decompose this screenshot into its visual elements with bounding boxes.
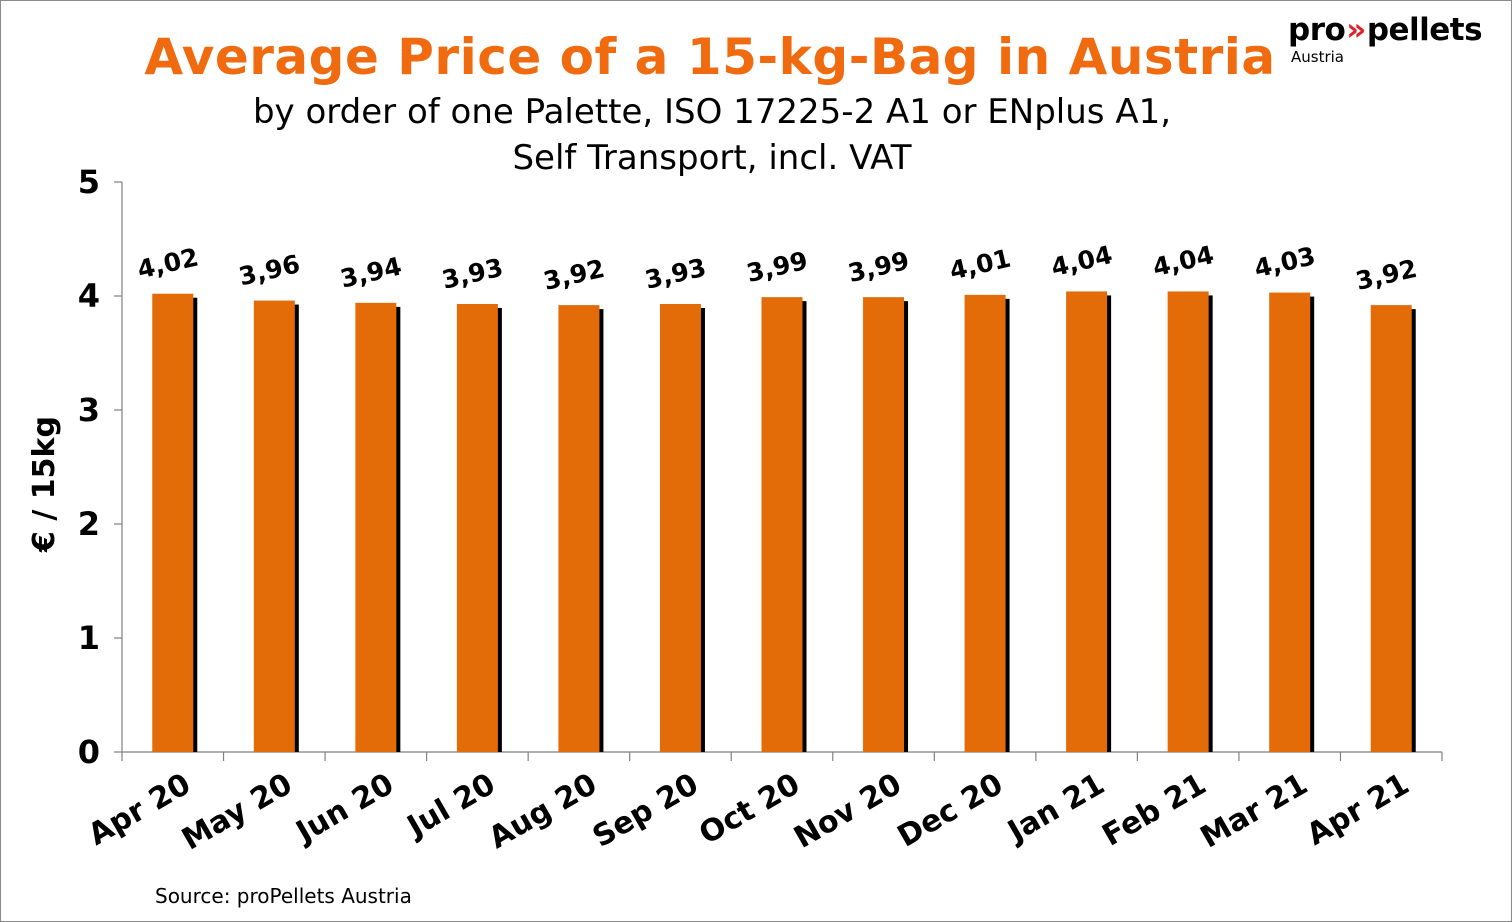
x-tick-label: Jun 20	[289, 767, 400, 851]
logo-wordmark: pro»pellets	[1288, 12, 1483, 48]
logo-pro: pro	[1288, 12, 1346, 48]
bar-jun-20	[355, 302, 397, 752]
x-tick-label: Sep 20	[587, 767, 705, 855]
y-tick-label: 1	[78, 619, 100, 657]
data-label: 3,93	[642, 253, 709, 295]
data-label: 3,96	[236, 249, 303, 291]
data-label: 4,01	[947, 244, 1014, 286]
bar-oct-20	[761, 297, 803, 752]
y-axis-title: € / 15kg	[27, 416, 62, 553]
bar-aug-20	[558, 305, 600, 752]
data-label: 3,93	[439, 253, 506, 295]
data-label: 4,04	[1048, 240, 1115, 282]
bar-dec-20	[964, 294, 1006, 752]
x-tick-label: May 20	[176, 767, 298, 858]
logo-country: Austria	[1291, 48, 1344, 66]
chart-bars	[152, 291, 1416, 752]
data-label: 3,99	[744, 246, 811, 288]
chart-subtitle-line-1: by order of one Palette, ISO 17225-2 A1 …	[252, 92, 1172, 132]
data-label: 3,94	[338, 251, 405, 293]
data-label: 4,03	[1251, 241, 1318, 283]
x-tick-label: Feb 21	[1097, 767, 1213, 854]
chart-title: Average Price of a 15-kg-Bag in Austria	[144, 28, 1276, 86]
bar-apr-20	[152, 293, 194, 752]
bar-nov-20	[863, 297, 905, 752]
x-tick-label: Oct 20	[693, 767, 806, 852]
y-tick-label: 5	[78, 163, 100, 201]
bar-jan-21	[1066, 291, 1108, 752]
x-tick-label: Apr 20	[83, 767, 197, 853]
data-label: 3,92	[541, 254, 608, 296]
y-tick-label: 0	[78, 733, 100, 771]
x-tick-label: Dec 20	[892, 767, 1009, 855]
y-tick-label: 4	[78, 277, 100, 315]
bar-apr-21	[1370, 305, 1412, 752]
bar-mar-21	[1269, 292, 1311, 752]
data-label: 4,02	[135, 242, 202, 284]
logo-pellets: pellets	[1366, 12, 1483, 48]
logo-arrows-icon: »	[1346, 12, 1366, 48]
data-label: 3,99	[845, 246, 912, 288]
chart-axes: 0 1 2 3 4 5 € / 15kg	[27, 163, 1443, 771]
x-tick-label: Jan 21	[1000, 767, 1110, 851]
bar-sep-20	[659, 303, 701, 752]
x-tick-label: Nov 20	[788, 767, 907, 856]
data-label: 4,04	[1150, 240, 1217, 282]
x-tick-label: Apr 21	[1301, 767, 1415, 853]
y-tick-label: 3	[78, 391, 100, 429]
x-tick-label: Mar 21	[1195, 767, 1314, 856]
propellets-logo: pro»pellets Austria	[1288, 12, 1483, 66]
y-tick-label: 2	[78, 505, 100, 543]
bar-may-20	[253, 300, 295, 752]
bar-jul-20	[456, 303, 498, 752]
data-label: 3,92	[1353, 254, 1420, 296]
x-tick-label: Jul 20	[400, 767, 502, 846]
source-note: Source: proPellets Austria	[155, 884, 412, 908]
bar-feb-21	[1167, 291, 1209, 752]
chart-subtitle-line-2: Self Transport, incl. VAT	[512, 138, 912, 178]
x-tick-label: Aug 20	[483, 767, 603, 856]
